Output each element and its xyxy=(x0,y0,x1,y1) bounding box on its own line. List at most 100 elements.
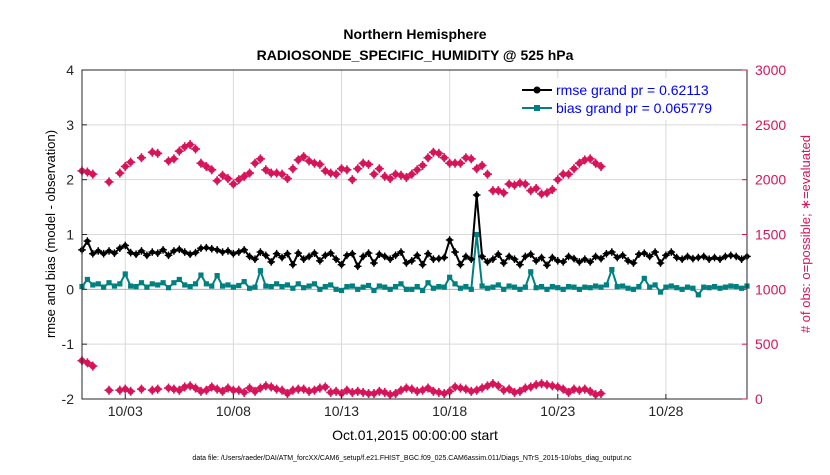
obs-possible-point xyxy=(228,179,238,189)
bias-point xyxy=(690,285,696,291)
x-axis-label: Oct.01,2015 00:00:00 start xyxy=(332,427,498,443)
rmse-point xyxy=(505,252,513,261)
bias-point xyxy=(484,285,491,291)
legend-bias-marker xyxy=(534,105,540,111)
obs-series xyxy=(77,140,606,400)
right-y-tick-label: 500 xyxy=(755,336,779,352)
bias-point xyxy=(128,283,134,289)
obs-possible-point xyxy=(261,165,271,175)
obs-possible-point xyxy=(407,169,417,179)
obs-possible-point xyxy=(126,157,136,167)
obs-possible-point xyxy=(293,155,303,165)
rmse-point xyxy=(364,249,373,257)
bias-point xyxy=(376,283,382,289)
rmse-point xyxy=(521,252,530,261)
data-file-footer: data file: /Users/raeder/DAI/ATM_forcXX/… xyxy=(192,455,632,462)
bias-point xyxy=(360,284,366,290)
obs-evaluated-point xyxy=(493,381,503,391)
obs-possible-point xyxy=(564,169,574,179)
obs-possible-point xyxy=(288,164,298,174)
obs-possible-point xyxy=(223,174,233,184)
left-y-tick-label: 0 xyxy=(66,281,74,297)
obs-possible-point xyxy=(591,158,601,168)
rmse-series xyxy=(78,191,751,271)
obs-evaluated-point xyxy=(88,361,98,371)
obs-evaluated-point xyxy=(239,387,249,397)
obs-possible-point xyxy=(212,176,222,186)
bias-point xyxy=(160,280,166,286)
rmse-point xyxy=(180,248,189,256)
rmse-point xyxy=(678,255,686,263)
bias-point xyxy=(630,286,637,292)
right-y-axis-ticks: 0 500 1000 1500 2000 2500 3000 xyxy=(742,62,786,407)
rmse-point xyxy=(132,250,140,259)
obs-possible-point xyxy=(439,153,449,163)
bias-point xyxy=(593,283,599,289)
rmse-point xyxy=(164,251,173,260)
bias-point xyxy=(560,286,566,292)
x-axis-ticks: 10/03 10/08 10/13 10/18 10/23 10/28 xyxy=(108,394,684,419)
bias-point xyxy=(722,284,728,290)
rmse-point xyxy=(262,251,270,260)
bias-point xyxy=(225,282,231,288)
rmse-point xyxy=(256,248,265,256)
bias-point xyxy=(84,276,91,283)
obs-possible-point xyxy=(542,188,552,198)
right-y-tick-label: 1000 xyxy=(755,281,786,297)
obs-possible-point xyxy=(250,158,260,168)
rmse-point xyxy=(570,254,578,263)
rmse-point xyxy=(283,249,292,258)
obs-possible-point xyxy=(299,152,309,162)
obs-evaluated-point xyxy=(277,385,287,395)
rmse-point xyxy=(499,259,508,267)
rmse-point xyxy=(608,248,616,256)
rmse-point xyxy=(391,251,400,260)
bias-point xyxy=(252,284,258,290)
rmse-point xyxy=(564,252,573,261)
rmse-point xyxy=(83,237,92,245)
obs-evaluated-point xyxy=(174,385,184,395)
bias-point xyxy=(90,282,96,288)
bias-point xyxy=(436,283,442,290)
legend: rmse grand pr = 0.62113 bias grand pr = … xyxy=(518,78,740,120)
bias-point xyxy=(144,284,150,290)
obs-evaluated-point xyxy=(136,384,146,394)
rmse-point xyxy=(526,250,535,259)
rmse-point xyxy=(289,260,297,269)
rmse-point xyxy=(699,252,708,261)
obs-evaluated-point xyxy=(320,382,330,392)
bias-point xyxy=(463,283,469,290)
rmse-point xyxy=(602,249,611,258)
rmse-point xyxy=(170,247,178,255)
obs-possible-point xyxy=(585,154,595,164)
bias-point xyxy=(382,284,388,290)
bias-series xyxy=(79,231,750,298)
rmse-point xyxy=(191,248,200,257)
bias-point xyxy=(452,281,458,287)
rmse-point xyxy=(532,257,540,265)
rmse-point xyxy=(105,247,113,255)
obs-possible-point xyxy=(553,175,563,185)
bias-point xyxy=(528,269,534,275)
bias-point xyxy=(349,283,355,289)
obs-possible-point xyxy=(418,160,428,170)
bias-point xyxy=(138,280,145,286)
bias-point xyxy=(684,284,691,290)
rmse-point xyxy=(218,248,227,256)
bias-point xyxy=(657,289,664,295)
rmse-point xyxy=(591,252,600,261)
obs-possible-point xyxy=(445,158,455,168)
obs-evaluated-point xyxy=(153,384,163,394)
rmse-point xyxy=(207,244,216,253)
obs-evaluated-point xyxy=(558,384,568,394)
left-y-tick-label: 1 xyxy=(66,227,74,243)
obs-possible-point xyxy=(342,165,352,175)
obs-possible-point xyxy=(412,165,422,175)
rmse-point xyxy=(472,191,481,199)
bias-point xyxy=(663,284,669,290)
rmse-point xyxy=(234,248,243,256)
rmse-point xyxy=(321,251,330,260)
left-y-tick-label: -2 xyxy=(62,391,75,407)
legend-rmse-marker xyxy=(533,86,541,94)
